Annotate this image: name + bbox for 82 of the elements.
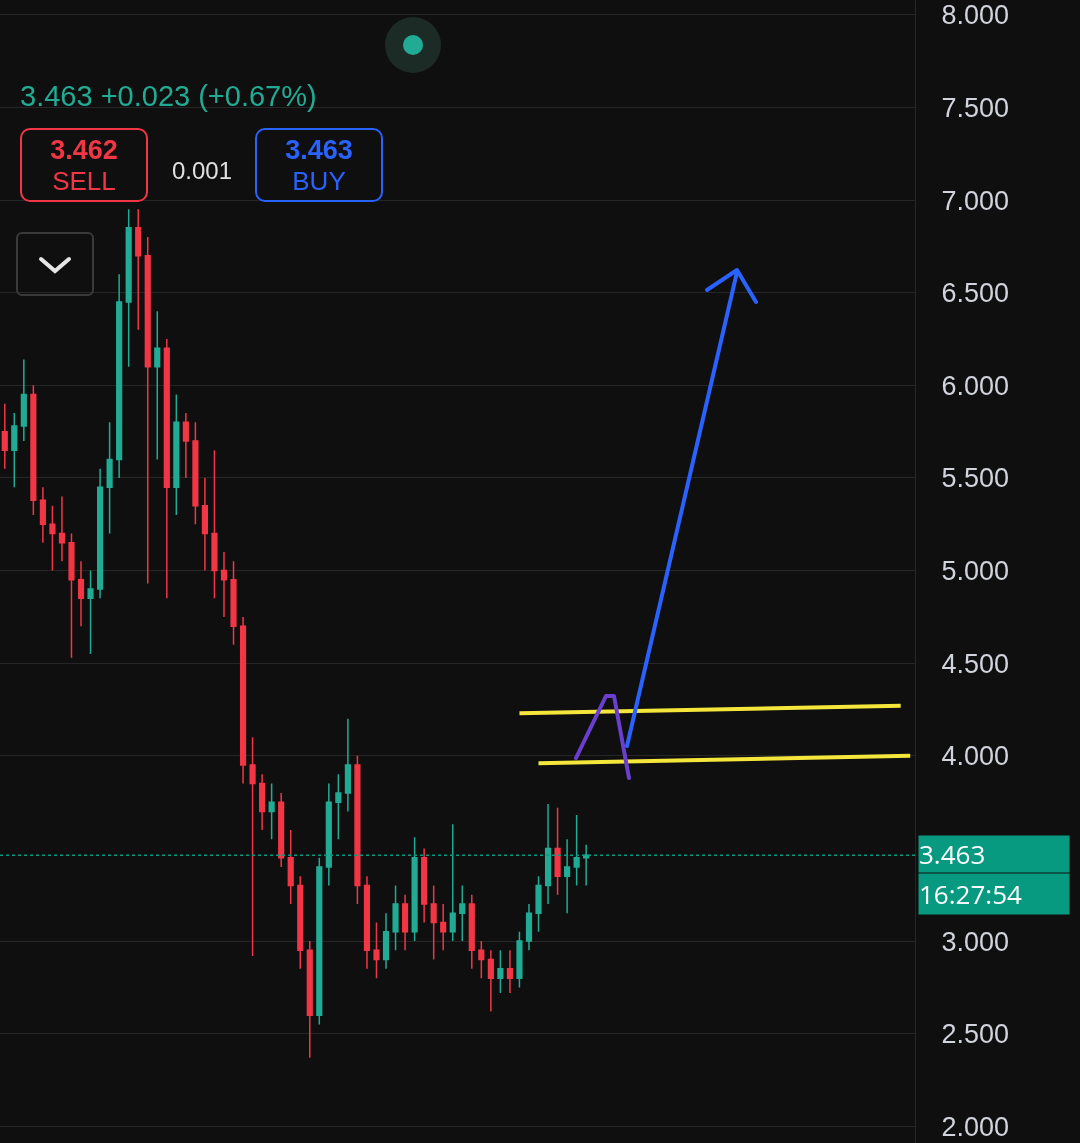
candlestick — [135, 208, 142, 331]
candlestick — [373, 921, 380, 979]
candlestick — [125, 208, 132, 368]
candlestick — [392, 884, 399, 952]
annotation: 0.001 — [172, 157, 233, 185]
candlestick — [325, 782, 332, 887]
candlestick — [459, 884, 466, 942]
ref-line-label: 3.463 — [919, 836, 986, 872]
candlestick — [363, 875, 371, 970]
candlestick — [39, 486, 46, 544]
candlestick — [154, 310, 161, 461]
candlestick — [30, 384, 37, 516]
candlestick — [421, 847, 428, 924]
candlestick — [506, 949, 514, 994]
candlestick — [583, 844, 590, 887]
candlestick — [468, 894, 475, 970]
candlestick — [306, 940, 313, 1059]
y-tick-label: 8.000 — [941, 0, 1009, 31]
candlestick — [525, 903, 533, 952]
candlestick — [87, 569, 94, 655]
text: 16:27:54 — [919, 876, 1022, 912]
candlestick — [230, 560, 237, 646]
candlestick — [268, 782, 275, 840]
candlestick — [554, 806, 561, 896]
annotation: 3.463 — [284, 135, 354, 166]
candlestick — [278, 792, 285, 868]
candlestick — [430, 884, 437, 961]
y-tick-label: 5.500 — [941, 463, 1009, 494]
candlestick — [96, 467, 104, 600]
y-tick-label: 4.500 — [941, 648, 1009, 679]
candlestick — [259, 773, 266, 831]
candlestick — [173, 393, 180, 516]
candlestick — [544, 803, 552, 905]
text: 3.463 +0.023 (+0.67%) — [20, 80, 317, 113]
candlestick — [77, 560, 85, 627]
candlestick — [182, 412, 189, 479]
candlestick — [478, 940, 485, 979]
candlestick — [401, 894, 409, 952]
candlestick — [106, 421, 113, 535]
candlestick — [144, 236, 151, 585]
y-tick-label: 5.000 — [941, 556, 1009, 587]
candlestick — [192, 421, 199, 526]
y-tick-label: 4.000 — [941, 741, 1009, 772]
y-tick-label: 2.500 — [941, 1019, 1009, 1050]
candlestick — [382, 912, 390, 970]
y-tick-label: 6.000 — [941, 370, 1009, 401]
candlestick — [116, 273, 123, 479]
candlestick — [516, 931, 523, 989]
candlestick — [49, 504, 56, 572]
candlestick — [535, 875, 542, 933]
candlestick — [354, 755, 361, 905]
candlestick — [201, 477, 209, 572]
candlestick — [58, 495, 66, 563]
y-tick-label: 7.500 — [941, 92, 1009, 123]
candlestick — [564, 838, 571, 915]
candlestick — [20, 358, 27, 442]
candlestick — [11, 412, 18, 488]
candlestick — [573, 814, 580, 887]
candlestick — [487, 949, 494, 1013]
candlestick — [220, 551, 228, 618]
candlestick — [68, 532, 75, 659]
annotation: 3.462 — [49, 135, 119, 166]
candlestick — [163, 338, 170, 600]
y-tick-label: 7.000 — [941, 185, 1009, 216]
candlestick — [316, 856, 323, 1026]
candlestick — [297, 875, 304, 970]
candlestick — [335, 773, 342, 840]
candlestick — [411, 836, 418, 942]
annotation: SELL — [51, 166, 117, 197]
candlestick — [287, 829, 294, 905]
y-tick-label: 2.000 — [941, 1111, 1009, 1142]
candlestick — [211, 449, 218, 600]
candlestick — [344, 718, 351, 813]
candlestick — [440, 903, 447, 952]
y-tick-label: 3.000 — [941, 926, 1009, 957]
candlestick — [1, 403, 8, 470]
candlestick — [249, 736, 256, 957]
candlestick — [497, 949, 504, 994]
annotation: BUY — [291, 166, 347, 197]
candlestick — [449, 823, 456, 942]
y-tick-label: 6.500 — [941, 278, 1009, 309]
candlestick — [239, 616, 247, 785]
